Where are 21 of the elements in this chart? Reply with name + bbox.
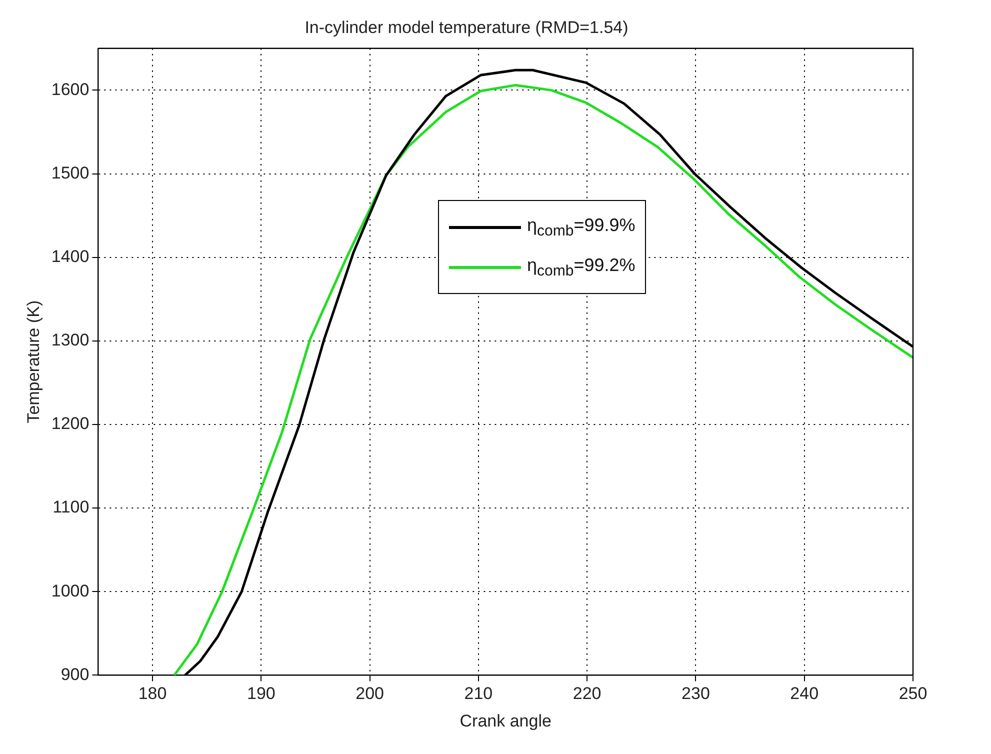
y-tick-label: 1600: [51, 80, 90, 99]
y-tick-label: 1300: [51, 330, 90, 350]
x-tick-label: 210: [464, 684, 493, 704]
y-tick-label: 900: [60, 664, 90, 684]
legend-label: η$_{comb}$=99.2%: [527, 254, 636, 280]
legend-label: η$_{comb}$=99.9%: [527, 214, 636, 240]
x-tick-label: 180: [138, 684, 167, 704]
x-tick-label: 190: [246, 684, 276, 704]
y-tick-label: 1100: [52, 498, 90, 517]
y-tick-label: 1400: [51, 247, 90, 266]
x-axis-title: Crank angle: [460, 711, 552, 730]
x-tick-label: 250: [898, 684, 928, 704]
x-tick-label: 220: [572, 684, 602, 704]
y-axis-title: Temperature (K): [24, 300, 43, 424]
x-tick-label: 230: [682, 684, 710, 704]
chart-title: In-cylinder model temperature (RMD=1.54): [304, 18, 628, 37]
x-tick-label: 200: [356, 684, 384, 704]
y-tick-label: 1200: [51, 414, 90, 434]
y-tick-label: 1500: [51, 163, 90, 182]
y-tick-label: 1000: [51, 581, 90, 600]
x-tick-label: 240: [790, 684, 819, 704]
